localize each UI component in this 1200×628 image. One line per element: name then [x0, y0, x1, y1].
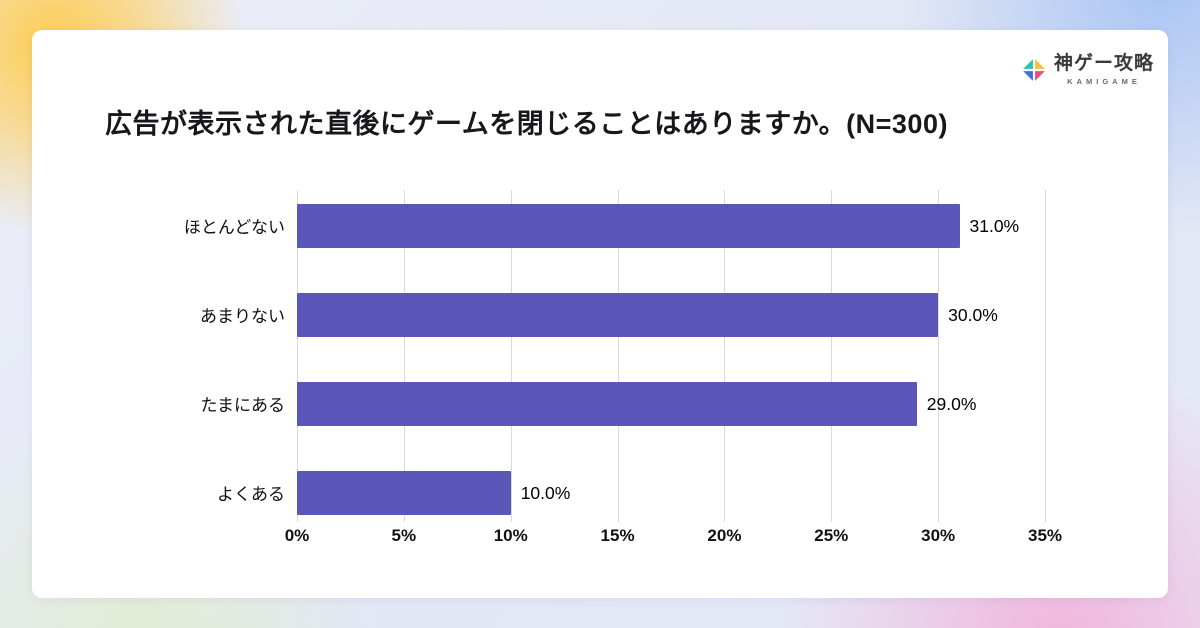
bar-track: 30.0% — [297, 292, 1045, 337]
gridline — [724, 190, 726, 522]
x-tick-label: 25% — [814, 526, 849, 545]
bar — [297, 203, 960, 248]
chart-row: ほとんどない 31.0% — [32, 181, 1168, 270]
x-tick-label: 10% — [493, 526, 528, 545]
gridline — [297, 190, 298, 522]
chart-row: よくある 10.0% — [32, 448, 1168, 537]
gridline — [403, 190, 405, 522]
category-label: あまりない — [200, 307, 285, 326]
category-label: たまにある — [200, 396, 286, 415]
bar — [297, 470, 511, 515]
bar-track: 10.0% — [297, 470, 1045, 515]
gridline — [1045, 190, 1046, 522]
value-label: 29.0% — [926, 393, 977, 414]
category-label: よくある — [217, 485, 285, 504]
x-tick-label: 0% — [284, 526, 310, 545]
chart-gridlines — [297, 190, 1046, 522]
bar-track: 29.0% — [297, 381, 1045, 426]
gridline — [831, 190, 833, 522]
x-tick-label: 20% — [707, 526, 742, 545]
gridline — [510, 190, 512, 522]
page-title: 広告が表示された直後にゲームを閉じることはありますか。(N=300) — [105, 109, 948, 139]
logo-title: 神ゲー攻略 — [1053, 53, 1154, 74]
bar-chart: ほとんどない 31.0% あまりない 30.0% たまにある 29.0% よくある 10.0% — [32, 181, 1168, 537]
kamigame-logo: 神ゲー攻略 KAMIGAME — [1021, 53, 1154, 86]
bar — [297, 381, 917, 426]
logo-texts: 神ゲー攻略 KAMIGAME — [1053, 53, 1154, 86]
x-axis: 0% 5% 10% 15% 20% 25% 30% 35% — [285, 526, 1062, 548]
value-label: 10.0% — [520, 482, 571, 503]
kamigame-logo-icon — [1023, 59, 1045, 81]
chart-row: たまにある 29.0% — [32, 359, 1168, 448]
gridline — [617, 190, 619, 522]
gridline — [938, 190, 940, 522]
x-tick-label: 15% — [600, 526, 635, 545]
logo-subtitle: KAMIGAME — [1067, 76, 1141, 86]
chart-card: 神ゲー攻略 KAMIGAME 広告が表示された直後にゲームを閉じることはあります… — [32, 30, 1168, 598]
x-tick-label: 5% — [391, 526, 417, 545]
bar-track: 31.0% — [297, 203, 1045, 248]
x-tick-label: 30% — [921, 526, 956, 545]
value-label: 30.0% — [948, 304, 998, 325]
value-label: 31.0% — [969, 215, 1020, 236]
category-label: ほとんどない — [183, 218, 285, 237]
x-tick-label: 35% — [1027, 526, 1063, 545]
bar — [297, 292, 939, 337]
chart-row: あまりない 30.0% — [32, 270, 1168, 359]
